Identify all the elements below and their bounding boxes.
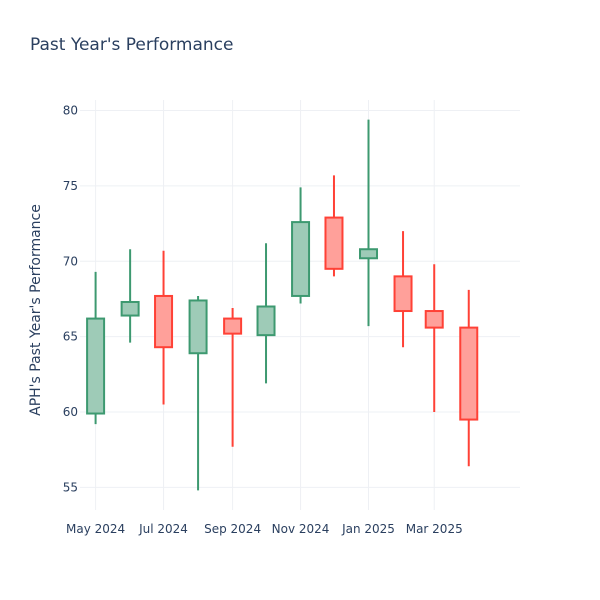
y-axis: 55 60 65 70 75 80 [63, 104, 78, 495]
chart-title: Past Year's Performance [30, 35, 234, 55]
candle-decreasing [393, 231, 413, 348]
candle-body [256, 305, 276, 337]
candle-increasing [188, 295, 208, 491]
x-tick-label: Nov 2024 [272, 522, 330, 536]
y-tick-label: 65 [63, 330, 78, 344]
candle-body [393, 275, 413, 313]
candle-body [86, 317, 106, 415]
y-tick-label: 70 [63, 254, 78, 268]
gridlines [80, 100, 520, 510]
x-tick-label: Mar 2025 [406, 522, 463, 536]
candle-body [154, 294, 174, 349]
candles [86, 119, 479, 491]
candle-decreasing [459, 289, 479, 467]
x-axis: May 2024 Jul 2024 Sep 2024 Nov 2024 Jan 2025… [66, 522, 463, 536]
x-tick-label: May 2024 [66, 522, 125, 536]
y-tick-label: 55 [63, 480, 78, 494]
candle-decreasing [154, 250, 174, 405]
y-axis-title: APH's Past Year's Performance [28, 204, 44, 416]
candle-body [359, 248, 379, 260]
candle-increasing [256, 243, 276, 384]
candle-increasing [359, 119, 379, 327]
y-tick-label: 75 [63, 179, 78, 193]
candle-body [120, 300, 140, 317]
candle-body [291, 221, 311, 297]
candle-decreasing [223, 308, 243, 447]
candle-body [223, 317, 243, 335]
candle-decreasing [324, 175, 344, 277]
candle-body [459, 326, 479, 421]
candle-increasing [86, 271, 106, 425]
candle-increasing [291, 187, 311, 304]
x-tick-label: Sep 2024 [204, 522, 261, 536]
x-tick-label: Jan 2025 [341, 522, 395, 536]
y-tick-label: 60 [63, 405, 78, 419]
candle-decreasing [424, 264, 444, 413]
candle-body [424, 310, 444, 329]
y-tick-label: 80 [63, 104, 78, 118]
candle-body [324, 216, 344, 270]
candle-body [188, 299, 208, 355]
candle-increasing [120, 249, 140, 343]
x-tick-label: Jul 2024 [138, 522, 188, 536]
